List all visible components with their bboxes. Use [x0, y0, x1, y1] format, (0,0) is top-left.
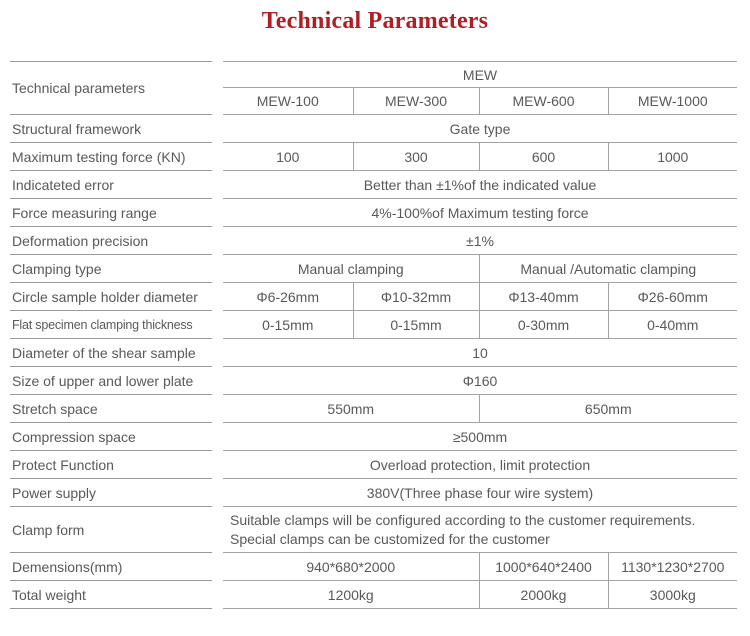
- column-gap: [212, 339, 223, 367]
- table-header-models-row: MEW-100 MEW-300 MEW-600 MEW-1000: [10, 87, 738, 115]
- table-row: Circle sample holder diameter Φ6-26mm Φ1…: [10, 282, 738, 311]
- row-value: 0-40mm: [607, 310, 738, 339]
- column-gap: [212, 62, 223, 115]
- table-row: Structural framework Gate type: [10, 114, 738, 143]
- column-gap: [212, 395, 223, 423]
- row-value: ≥500mm: [223, 422, 738, 451]
- row-value: Overload protection, limit protection: [223, 450, 738, 479]
- column-gap: [212, 283, 223, 311]
- column-gap: [212, 143, 223, 171]
- row-label: Protect Function: [10, 450, 212, 479]
- column-gap: [212, 311, 223, 339]
- row-value: Better than ±1%of the indicated value: [223, 170, 738, 199]
- header-model-cell: MEW-1000: [607, 87, 738, 115]
- page-title: Technical Parameters: [261, 8, 489, 34]
- table-row: Stretch space 550mm 650mm: [10, 394, 738, 423]
- table-row: Force measuring range 4%-100%of Maximum …: [10, 198, 738, 227]
- column-gap: [212, 115, 223, 143]
- header-series-cell: MEW: [223, 61, 738, 88]
- row-value: 4%-100%of Maximum testing force: [223, 198, 738, 227]
- table-row: Maximum testing force (KN) 100 300 600 1…: [10, 142, 738, 171]
- row-value: Manual /Automatic clamping: [478, 254, 738, 283]
- row-label: Compression space: [10, 422, 212, 451]
- row-label: Clamp form: [10, 506, 212, 553]
- column-gap: [212, 581, 223, 609]
- row-label: Indicateted error: [10, 170, 212, 199]
- row-value: 2000kg: [478, 580, 608, 609]
- row-value: 10: [223, 338, 738, 367]
- row-value: 550mm: [223, 394, 479, 423]
- column-gap: [212, 507, 223, 553]
- header-model-cell: MEW-300: [352, 87, 479, 115]
- column-gap: [212, 553, 223, 581]
- row-label: Deformation precision: [10, 226, 212, 255]
- row-value: 600: [478, 142, 608, 171]
- row-value: Φ26-60mm: [607, 282, 738, 311]
- row-value: Gate type: [223, 114, 738, 143]
- header-model-cell: MEW-100: [223, 87, 353, 115]
- row-label: Total weight: [10, 580, 212, 609]
- row-value: 0-30mm: [478, 310, 608, 339]
- row-label: Flat specimen clamping thickness: [10, 310, 212, 339]
- clamp-form-line: Special clamps can be customized for the…: [230, 531, 550, 547]
- table-row: Demensions(mm) 940*680*2000 1000*640*240…: [10, 552, 738, 581]
- row-label: Stretch space: [10, 394, 212, 423]
- technical-parameters-table: Technical parameters MEW MEW-100 MEW-300…: [10, 61, 738, 609]
- row-label: Size of upper and lower plate: [10, 366, 212, 395]
- column-gap: [212, 227, 223, 255]
- column-gap: [212, 423, 223, 451]
- row-value: 1130*1230*2700: [607, 552, 738, 581]
- table-row: Indicateted error Better than ±1%of the …: [10, 170, 738, 199]
- row-value: Φ6-26mm: [223, 282, 353, 311]
- column-gap: [212, 451, 223, 479]
- row-label: Structural framework: [10, 114, 212, 143]
- table-row: Power supply 380V(Three phase four wire …: [10, 478, 738, 507]
- row-value: Φ10-32mm: [352, 282, 479, 311]
- row-value: 940*680*2000: [223, 552, 479, 581]
- row-value: 1000*640*2400: [478, 552, 608, 581]
- column-gap: [212, 367, 223, 395]
- row-value: 650mm: [478, 394, 738, 423]
- header-model-cell: MEW-600: [478, 87, 608, 115]
- row-label: Force measuring range: [10, 198, 212, 227]
- column-gap: [212, 171, 223, 199]
- row-value: 3000kg: [607, 580, 738, 609]
- row-label: Maximum testing force (KN): [10, 142, 212, 171]
- row-value: 100: [223, 142, 353, 171]
- table-row: Flat specimen clamping thickness 0-15mm …: [10, 310, 738, 339]
- table-row: Deformation precision ±1%: [10, 226, 738, 255]
- row-value: 1200kg: [223, 580, 479, 609]
- table-row: Clamp form Suitable clamps will be confi…: [10, 506, 738, 553]
- clamp-form-line: Suitable clamps will be configured accor…: [230, 512, 696, 528]
- table-row: Protect Function Overload protection, li…: [10, 450, 738, 479]
- row-value: Φ13-40mm: [478, 282, 608, 311]
- column-gap: [212, 199, 223, 227]
- column-gap: [212, 479, 223, 507]
- row-label: Diameter of the shear sample: [10, 338, 212, 367]
- row-value: 0-15mm: [223, 310, 353, 339]
- table-row: Diameter of the shear sample 10: [10, 338, 738, 367]
- row-label: Power supply: [10, 478, 212, 507]
- column-gap: [212, 255, 223, 283]
- row-label: Demensions(mm): [10, 552, 212, 581]
- header-label-cell: Technical parameters: [10, 61, 212, 115]
- row-value: ±1%: [223, 226, 738, 255]
- row-value: Φ160: [223, 366, 738, 395]
- row-value: 0-15mm: [352, 310, 479, 339]
- row-value: Manual clamping: [223, 254, 479, 283]
- row-value: 1000: [607, 142, 738, 171]
- table-row: Total weight 1200kg 2000kg 3000kg: [10, 580, 738, 609]
- row-value: Suitable clamps will be configured accor…: [223, 506, 738, 553]
- row-value: 300: [352, 142, 479, 171]
- table-row: Size of upper and lower plate Φ160: [10, 366, 738, 395]
- row-label: Clamping type: [10, 254, 212, 283]
- table-header-row: Technical parameters MEW: [10, 61, 738, 115]
- table-row: Clamping type Manual clamping Manual /Au…: [10, 254, 738, 283]
- row-label: Circle sample holder diameter: [10, 282, 212, 311]
- row-value: 380V(Three phase four wire system): [223, 478, 738, 507]
- table-row: Compression space ≥500mm: [10, 422, 738, 451]
